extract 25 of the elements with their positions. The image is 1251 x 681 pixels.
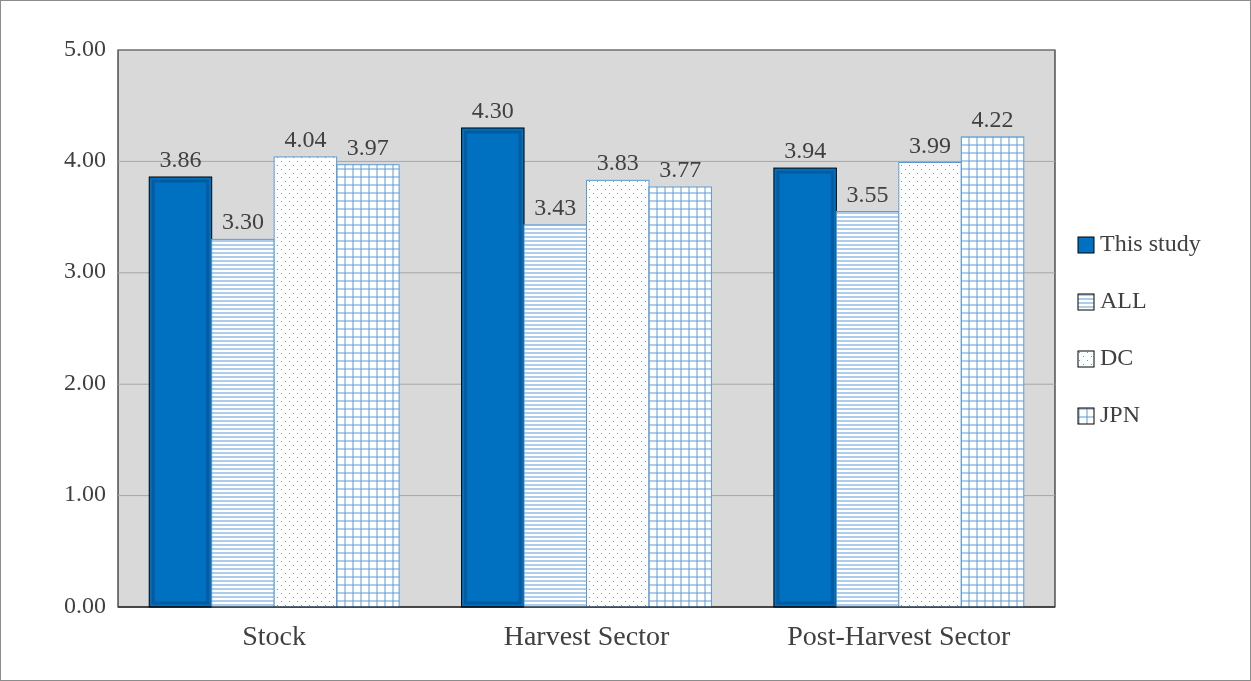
data-label: 4.30 — [471, 96, 514, 123]
y-tick-label: 1.00 — [64, 480, 106, 507]
legend-label: DC — [1100, 343, 1134, 370]
data-label: 4.22 — [971, 105, 1014, 132]
data-label: 3.99 — [909, 131, 952, 158]
data-label: 3.77 — [659, 156, 702, 183]
y-tick-label: 5.00 — [64, 34, 106, 61]
y-tick-label: 0.00 — [64, 591, 106, 618]
data-label: 3.97 — [346, 133, 389, 160]
legend-label: JPN — [1100, 400, 1141, 427]
legend-label: This study — [1100, 229, 1201, 256]
y-tick-label: 4.00 — [64, 145, 106, 172]
data-label: 3.83 — [596, 149, 639, 176]
data-label: 3.86 — [159, 146, 202, 172]
x-tick-label: Post-Harvest Sector — [787, 620, 1012, 651]
data-label: 3.43 — [534, 193, 577, 220]
data-label: 3.55 — [846, 180, 889, 207]
data-label: 3.30 — [221, 208, 264, 235]
data-label: 3.94 — [784, 137, 827, 164]
data-label: 4.04 — [284, 125, 327, 152]
legend-label: ALL — [1100, 286, 1147, 313]
y-tick-label: 2.00 — [64, 368, 106, 395]
y-tick-label: 3.00 — [64, 257, 106, 284]
x-tick-label: Harvest Sector — [503, 620, 670, 651]
x-tick-label: Stock — [242, 620, 307, 651]
